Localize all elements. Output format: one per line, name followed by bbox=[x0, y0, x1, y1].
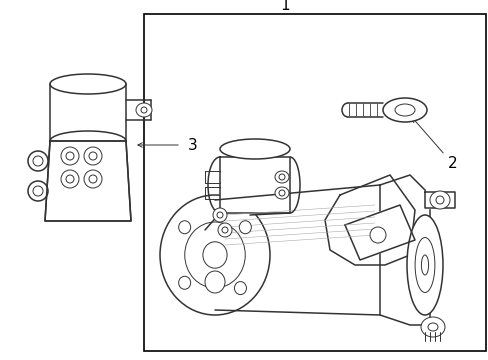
Ellipse shape bbox=[406, 215, 442, 315]
Ellipse shape bbox=[178, 276, 190, 289]
Ellipse shape bbox=[394, 104, 414, 116]
Ellipse shape bbox=[420, 317, 444, 337]
Ellipse shape bbox=[66, 152, 74, 160]
Ellipse shape bbox=[274, 187, 288, 199]
Ellipse shape bbox=[369, 227, 385, 243]
Ellipse shape bbox=[217, 212, 223, 218]
Polygon shape bbox=[379, 175, 429, 325]
Ellipse shape bbox=[61, 147, 79, 165]
Polygon shape bbox=[220, 157, 289, 213]
Ellipse shape bbox=[141, 107, 147, 113]
Ellipse shape bbox=[33, 186, 43, 196]
Ellipse shape bbox=[28, 181, 48, 201]
Ellipse shape bbox=[427, 323, 437, 331]
Text: 1: 1 bbox=[280, 0, 289, 13]
Ellipse shape bbox=[435, 196, 443, 204]
Ellipse shape bbox=[160, 195, 269, 315]
Bar bbox=[143, 14, 485, 351]
Text: 2: 2 bbox=[447, 157, 457, 171]
Ellipse shape bbox=[66, 175, 74, 183]
Ellipse shape bbox=[421, 255, 427, 275]
Ellipse shape bbox=[239, 221, 251, 234]
Ellipse shape bbox=[61, 170, 79, 188]
Ellipse shape bbox=[204, 271, 224, 293]
Ellipse shape bbox=[382, 98, 426, 122]
Ellipse shape bbox=[429, 191, 449, 209]
Text: 3: 3 bbox=[188, 138, 198, 153]
Ellipse shape bbox=[184, 222, 245, 288]
Ellipse shape bbox=[213, 208, 226, 222]
Ellipse shape bbox=[279, 190, 285, 196]
Ellipse shape bbox=[84, 170, 102, 188]
Polygon shape bbox=[345, 205, 414, 260]
Ellipse shape bbox=[28, 151, 48, 171]
Ellipse shape bbox=[33, 156, 43, 166]
Ellipse shape bbox=[279, 174, 285, 180]
Ellipse shape bbox=[136, 103, 152, 117]
Ellipse shape bbox=[89, 175, 97, 183]
Ellipse shape bbox=[220, 139, 289, 159]
Ellipse shape bbox=[274, 171, 288, 183]
Ellipse shape bbox=[414, 238, 434, 292]
Ellipse shape bbox=[203, 242, 226, 268]
Polygon shape bbox=[325, 175, 414, 265]
Polygon shape bbox=[45, 141, 131, 221]
Ellipse shape bbox=[218, 223, 231, 237]
Ellipse shape bbox=[89, 152, 97, 160]
Ellipse shape bbox=[84, 147, 102, 165]
Ellipse shape bbox=[50, 74, 126, 94]
Ellipse shape bbox=[178, 221, 190, 234]
Polygon shape bbox=[424, 192, 454, 208]
Ellipse shape bbox=[222, 227, 227, 233]
Ellipse shape bbox=[234, 282, 246, 294]
